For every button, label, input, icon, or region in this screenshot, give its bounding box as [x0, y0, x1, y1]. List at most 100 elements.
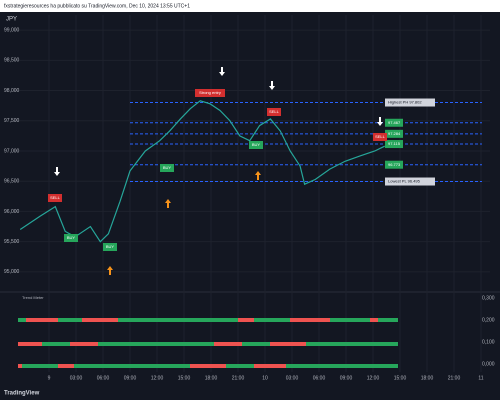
- x-tick-label: 03:00: [286, 375, 299, 381]
- trend-cell: [242, 318, 246, 322]
- trend-cell: [218, 342, 222, 346]
- trend-cell: [74, 318, 78, 322]
- trend-cell: [170, 342, 174, 346]
- trend-cell: [18, 318, 22, 322]
- trend-cell: [170, 364, 174, 368]
- signal-label: SELL: [269, 109, 280, 114]
- trend-cell: [358, 364, 362, 368]
- trend-cell: [182, 318, 186, 322]
- y-tick-label: 97,000: [4, 148, 20, 154]
- footer: TradingView: [4, 391, 40, 397]
- trend-cell: [222, 342, 226, 346]
- trend-cell: [262, 364, 266, 368]
- x-tick-label: 12:00: [151, 375, 164, 381]
- trend-cell: [290, 342, 294, 346]
- trend-cell: [254, 342, 258, 346]
- trend-cell: [274, 318, 278, 322]
- trend-cell: [386, 318, 390, 322]
- trend-cell: [18, 364, 22, 368]
- x-tick-label: 10: [262, 375, 268, 381]
- trend-cell: [46, 364, 50, 368]
- y-tick-label: 95,500: [4, 239, 20, 245]
- trend-cell: [186, 318, 190, 322]
- trend-cell: [142, 364, 146, 368]
- trend-cell: [302, 318, 306, 322]
- trend-cell: [250, 318, 254, 322]
- trend-cell: [150, 364, 154, 368]
- trend-cell: [310, 342, 314, 346]
- up-arrow: [255, 171, 261, 180]
- trend-cell: [122, 364, 126, 368]
- trend-cell: [366, 318, 370, 322]
- trend-cell: [126, 364, 130, 368]
- trend-cell: [126, 342, 130, 346]
- trend-cell: [162, 342, 166, 346]
- trend-cell: [246, 318, 250, 322]
- trend-cell: [50, 318, 54, 322]
- trend-cell: [62, 318, 66, 322]
- trend-cell: [158, 318, 162, 322]
- trend-cell: [78, 342, 82, 346]
- trend-cell: [26, 318, 30, 322]
- trend-cell: [86, 342, 90, 346]
- trend-cell: [374, 364, 378, 368]
- trend-cell: [238, 342, 242, 346]
- level-box: [385, 98, 435, 107]
- trend-cell: [34, 342, 38, 346]
- signal-label: SELL: [375, 134, 386, 139]
- trend-cell: [94, 342, 98, 346]
- trend-cell: [166, 342, 170, 346]
- trend-cell: [66, 364, 70, 368]
- trend-cell: [326, 364, 330, 368]
- trend-cell: [362, 318, 366, 322]
- signal-box: [195, 89, 225, 97]
- trend-cell: [194, 364, 198, 368]
- trend-cell: [306, 364, 310, 368]
- trend-cell: [166, 318, 170, 322]
- trend-cell: [382, 318, 386, 322]
- trend-cell: [178, 318, 182, 322]
- trend-cell: [126, 318, 130, 322]
- level-label: 97.467: [388, 120, 401, 125]
- trend-cell: [182, 364, 186, 368]
- indicator-title: Trend Meter: [22, 295, 44, 300]
- trend-cell: [150, 318, 154, 322]
- trend-cell: [94, 318, 98, 322]
- trend-cell: [358, 318, 362, 322]
- signal-label: BUY: [252, 142, 261, 147]
- signal-label: BUY: [106, 244, 115, 249]
- trend-cell: [198, 342, 202, 346]
- trend-cell: [274, 342, 278, 346]
- trend-cell: [386, 364, 390, 368]
- trend-cell: [98, 364, 102, 368]
- trend-cell: [134, 318, 138, 322]
- trend-cell: [210, 318, 214, 322]
- level-label: 96.773: [388, 162, 401, 167]
- trend-cell: [370, 364, 374, 368]
- level-label: 97.284: [388, 131, 401, 136]
- trend-cell: [294, 364, 298, 368]
- trend-cell: [118, 364, 122, 368]
- trend-cell: [122, 318, 126, 322]
- trend-cell: [18, 342, 22, 346]
- trend-cell: [162, 318, 166, 322]
- down-arrow: [219, 67, 225, 76]
- signal-box: [373, 133, 387, 141]
- trend-cell: [334, 318, 338, 322]
- level-label: Highest PH 97.802: [388, 100, 422, 105]
- trend-cell: [186, 364, 190, 368]
- trend-cell: [322, 318, 326, 322]
- trend-cell: [30, 364, 34, 368]
- trend-cell: [122, 342, 126, 346]
- trend-cell: [242, 364, 246, 368]
- y-tick-label: 98,000: [4, 88, 20, 94]
- trend-cell: [146, 342, 150, 346]
- trend-cell: [374, 342, 378, 346]
- trend-cell: [394, 364, 398, 368]
- y-tick-label: 97,500: [4, 118, 20, 124]
- trend-cell: [106, 342, 110, 346]
- trend-cell: [254, 318, 258, 322]
- x-tick-label: 12:00: [367, 375, 380, 381]
- trend-cell: [378, 364, 382, 368]
- x-tick-label: 18:00: [421, 375, 434, 381]
